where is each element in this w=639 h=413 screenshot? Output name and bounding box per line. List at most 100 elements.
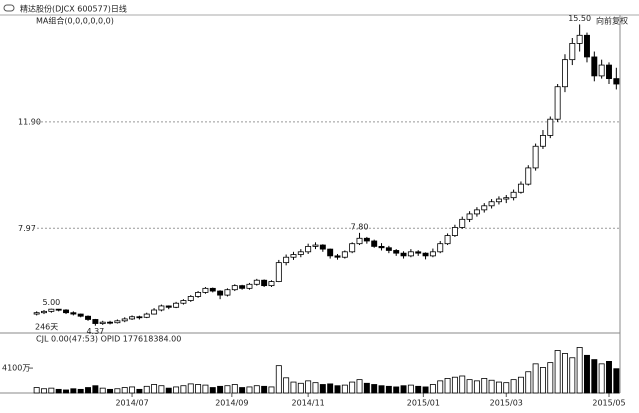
- candle-body: [275, 262, 282, 282]
- candle-body: [165, 305, 172, 308]
- candle-body: [466, 213, 473, 220]
- volume-bar: [63, 389, 69, 394]
- candle-body: [253, 279, 260, 285]
- volume-bar: [114, 388, 121, 394]
- candle-body: [547, 118, 554, 136]
- volume-bar: [393, 386, 400, 394]
- candle-body: [48, 308, 55, 312]
- candle-body: [312, 244, 319, 247]
- candle-body: [407, 251, 414, 257]
- volume-bar: [195, 384, 202, 394]
- candle-body: [63, 309, 69, 314]
- volume-bar: [349, 381, 356, 394]
- candle-body: [173, 302, 180, 308]
- volume-bar: [33, 387, 40, 394]
- candle-body: [444, 235, 451, 245]
- candle-body: [341, 251, 348, 258]
- volume-bar: [77, 388, 84, 394]
- volume-bar: [488, 379, 495, 394]
- candle-body: [334, 255, 341, 258]
- volume-bar: [180, 385, 187, 394]
- candle-body: [158, 305, 165, 311]
- candle-body: [55, 308, 62, 311]
- candle-body: [297, 251, 304, 255]
- volume-bar: [437, 380, 444, 394]
- candle-body: [554, 86, 561, 120]
- volume-bar: [275, 365, 282, 394]
- volume-bar: [305, 380, 312, 394]
- candle-body: [371, 240, 378, 247]
- candle-body: [114, 320, 121, 324]
- x-tick-label: 2015/01: [407, 399, 440, 408]
- candle-body: [606, 64, 612, 79]
- volume-bar: [253, 385, 260, 394]
- volume-bar: [327, 383, 334, 394]
- days-label: 246天: [35, 323, 58, 332]
- volume-bar: [107, 388, 114, 394]
- volume-bar: [378, 385, 385, 394]
- title: 精达股份(DJCX 600577)日线: [20, 4, 127, 14]
- candle-body: [503, 197, 510, 200]
- volume-bar: [55, 388, 62, 394]
- candle-body: [70, 312, 77, 315]
- candle-body: [576, 34, 583, 44]
- candle-body: [224, 289, 231, 296]
- candle-body: [598, 64, 605, 77]
- volume-bar: [319, 384, 326, 394]
- annotation: 5.00: [42, 298, 60, 307]
- annotation: 15.50: [568, 14, 591, 23]
- volume-bar: [584, 354, 590, 394]
- candle-body: [584, 34, 590, 58]
- volume-bar: [334, 385, 341, 394]
- icon: [3, 4, 15, 12]
- adjust-label[interactable]: 向前复权: [596, 16, 628, 26]
- candle-body: [239, 285, 246, 289]
- y-tick-label: 7.97: [18, 224, 36, 233]
- volume-bar: [173, 386, 180, 394]
- volume-indicator: CJL 0.00(47:53) OPID 177618384.00: [36, 335, 181, 344]
- volume-bar: [385, 385, 392, 394]
- candle-body: [591, 56, 598, 77]
- volume-bar: [246, 386, 253, 394]
- volume-bar: [539, 367, 546, 394]
- candle-body: [231, 285, 238, 291]
- volume-bar: [268, 386, 275, 394]
- volume-bar: [554, 350, 561, 394]
- candle-body: [187, 296, 194, 301]
- volume-bar: [517, 376, 524, 394]
- volume-bar: [151, 384, 158, 394]
- candle-body: [437, 243, 444, 253]
- candle-body: [85, 315, 91, 320]
- volume-bar: [606, 361, 612, 394]
- candle-body: [246, 283, 253, 289]
- candle-body: [510, 191, 517, 199]
- volume-tick-label: 4100万: [2, 364, 30, 373]
- candle-body: [525, 167, 532, 185]
- volume-bar: [613, 368, 620, 394]
- volume-bar: [48, 387, 55, 394]
- volume-bar: [466, 379, 473, 394]
- volume-bar: [415, 385, 422, 394]
- volume-bar: [451, 376, 458, 394]
- volume-bar: [231, 384, 238, 394]
- candle-body: [261, 279, 268, 287]
- candle-body: [451, 227, 458, 236]
- volume-bar: [217, 385, 224, 394]
- candle-body: [217, 290, 224, 296]
- candle-body: [459, 218, 466, 228]
- candle-body: [283, 256, 290, 264]
- candle-body: [473, 209, 480, 215]
- candle-body: [488, 201, 495, 207]
- volume-bar: [495, 381, 502, 394]
- candle-body: [532, 145, 539, 169]
- volume-bar: [532, 363, 539, 394]
- candle-body: [613, 78, 620, 85]
- candle-body: [517, 183, 524, 193]
- volume-bar: [562, 353, 568, 394]
- volume-bar: [569, 357, 576, 394]
- y-tick-label: 11.90: [18, 117, 41, 126]
- candle-body: [41, 310, 47, 314]
- volume-bar: [510, 379, 517, 394]
